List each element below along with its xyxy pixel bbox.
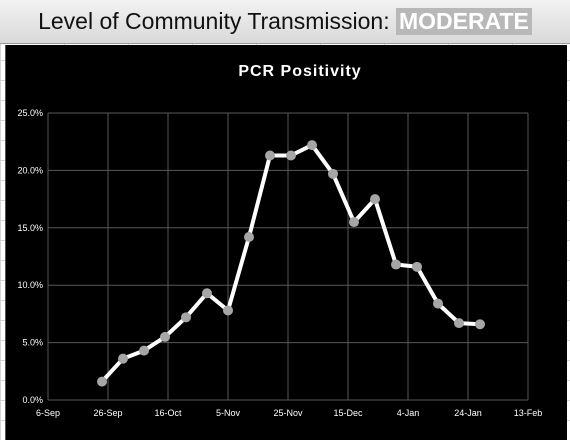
data-point[interactable] [202,288,212,299]
y-tick-label: 0.0% [22,395,43,405]
data-point[interactable] [181,312,191,323]
chart-panel[interactable]: PCR Positivity 0.0% 5.0% 10.0% 15.0% 20.0% 25.… [5,45,567,440]
x-tick-label: 16-Oct [154,408,182,418]
data-point[interactable] [160,331,170,342]
x-tick-label: 5-Nov [216,408,241,418]
y-tick-label: 15.0% [17,223,43,233]
y-tick-label: 20.0% [17,165,43,175]
x-tick-label: 26-Sep [93,408,122,418]
data-point[interactable] [349,217,359,228]
data-point[interactable] [286,150,296,161]
x-tick-label: 6-Sep [36,408,60,418]
data-point[interactable] [118,353,128,364]
x-tick-label: 25-Nov [273,408,303,418]
data-point[interactable] [391,259,401,270]
data-point[interactable] [139,345,149,356]
x-tick-label: 24-Jan [454,408,482,418]
y-tick-label: 10.0% [17,280,43,290]
series-line [100,143,482,384]
y-tick-label: 5.0% [22,338,43,348]
data-point[interactable] [97,376,107,387]
data-point[interactable] [265,150,275,161]
x-tick-label: 13-Feb [514,408,543,418]
banner-title: Level of Community Transmission: [38,8,390,34]
data-point[interactable] [454,318,464,329]
y-tick-label: 25.0% [17,108,43,118]
data-point[interactable] [223,305,233,316]
transmission-level-banner: Level of Community Transmission: MODERAT… [0,0,570,44]
data-point[interactable] [244,231,254,242]
chart-title: PCR Positivity [238,63,361,80]
data-point[interactable] [475,319,485,330]
x-tick-label: 4-Jan [397,408,420,418]
data-point[interactable] [433,298,443,309]
data-point[interactable] [370,194,380,205]
data-point[interactable] [307,140,317,151]
x-tick-label: 15-Dec [333,408,363,418]
data-point[interactable] [328,168,338,179]
pcr-positivity-chart: PCR Positivity 0.0% 5.0% 10.0% 15.0% 20.0% 25.… [17,63,543,418]
data-point[interactable] [412,261,422,272]
transmission-level-value: MODERATE [396,8,532,35]
